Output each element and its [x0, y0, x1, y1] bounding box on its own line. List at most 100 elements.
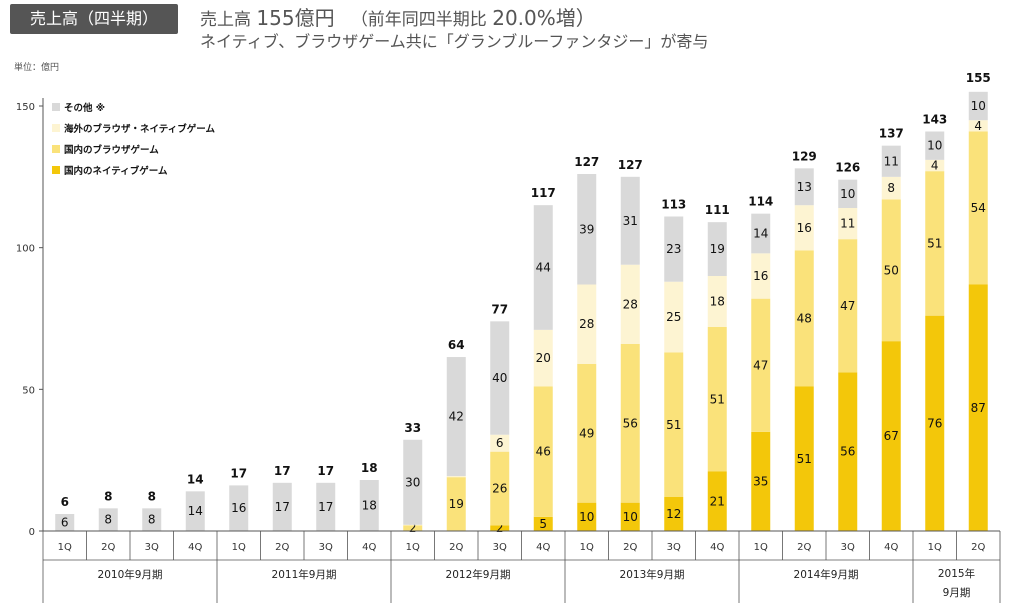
bar-segment: [925, 315, 945, 531]
x-category-label: 3Q: [667, 542, 681, 553]
bar-value-label: 18: [362, 499, 377, 513]
bar-segment: [881, 176, 901, 200]
bar-total-label: 117: [531, 186, 556, 200]
x-category-label: 4Q: [536, 542, 550, 553]
x-category-label: 4Q: [710, 542, 724, 553]
bar-total-label: 8: [148, 489, 156, 503]
bar-segment: [925, 171, 945, 316]
bar-segment: [707, 471, 727, 531]
bar-value-label: 28: [579, 317, 594, 331]
bar-value-label: 10: [579, 510, 594, 524]
bar-total-label: 18: [361, 461, 378, 475]
bar-value-label: 87: [971, 401, 986, 415]
bar-segment: [664, 281, 684, 353]
bar-value-label: 8: [104, 513, 112, 527]
bar-segment: [794, 168, 814, 206]
bar-value-label: 10: [971, 99, 986, 113]
bar-segment: [533, 329, 553, 387]
x-category-label: 4Q: [188, 542, 202, 553]
x-category-label: 3Q: [493, 542, 507, 553]
bar-value-label: 14: [753, 227, 768, 241]
bar-value-label: 11: [884, 154, 899, 168]
bar-total-label: 111: [705, 203, 730, 217]
x-category-label: 1Q: [928, 542, 942, 553]
bar-total-label: 17: [230, 466, 247, 480]
bar-total-label: 8: [104, 489, 112, 503]
bar-segment: [98, 508, 118, 531]
year-group-label: 2012年9月期: [446, 568, 511, 581]
x-category-label: 2Q: [101, 542, 115, 553]
bar-value-label: 12: [666, 507, 681, 521]
bar-segment: [577, 284, 597, 364]
bar-value-label: 4: [931, 159, 939, 173]
bar-total-label: 127: [574, 155, 599, 169]
bar-segment: [490, 525, 510, 531]
bar-total-label: 33: [404, 421, 421, 435]
bar-value-label: 49: [579, 426, 594, 440]
bar-segment: [707, 222, 727, 276]
bar-segment: [664, 352, 684, 497]
bar-value-label: 14: [188, 504, 203, 518]
bar-segment: [968, 91, 988, 121]
section-badge: 売上高（四半期）: [10, 4, 178, 34]
headline-subtitle: ネイティブ、ブラウザゲーム共に「グランブルーファンタジー」が寄与: [200, 32, 709, 51]
bar-value-label: 2: [409, 521, 417, 535]
bar-value-label: 28: [623, 297, 638, 311]
unit-label: 単位：億円: [14, 63, 60, 73]
x-category-label: 1Q: [58, 542, 72, 553]
bar-segment: [968, 120, 988, 132]
x-category-label: 3Q: [145, 542, 159, 553]
bar-total-label: 14: [187, 472, 204, 486]
bar-segment: [403, 525, 423, 531]
bar-segment: [707, 276, 727, 327]
bar-segment: [925, 159, 945, 172]
bar-value-label: 47: [753, 358, 768, 372]
bar-value-label: 40: [492, 371, 507, 385]
bar-segment: [403, 439, 423, 525]
bar-value-label: 44: [536, 261, 551, 275]
bar-segment: [490, 451, 510, 526]
x-category-label: 2Q: [449, 542, 463, 553]
legend-swatch: [52, 103, 60, 111]
bar-segment: [533, 386, 553, 517]
bar-value-label: 76: [927, 416, 942, 430]
bar-total-label: 127: [618, 158, 643, 172]
bar-value-label: 10: [840, 187, 855, 201]
bar-segment: [838, 208, 858, 240]
year-group-label: 2014年9月期: [794, 568, 859, 581]
x-category-label: 2Q: [275, 542, 289, 553]
x-category-label: 2Q: [971, 542, 985, 553]
legend-label: 国内のブラウザゲーム: [64, 144, 159, 156]
bar-segment: [751, 213, 771, 254]
legend-label: 国内のネイティブゲーム: [64, 165, 168, 177]
bar-value-label: 67: [884, 429, 899, 443]
bar-total-label: 77: [491, 302, 508, 316]
bar-segment: [968, 284, 988, 531]
x-category-label: 1Q: [580, 542, 594, 553]
bar-value-label: 42: [449, 410, 464, 424]
bar-segment: [446, 477, 466, 531]
bar-total-label: 143: [922, 113, 947, 127]
bar-segment: [881, 145, 901, 177]
x-category-label: 4Q: [362, 542, 376, 553]
year-group-label: 2015年 9月期: [938, 567, 975, 599]
bar-value-label: 18: [710, 295, 725, 309]
bar-segment: [838, 239, 858, 373]
bar-value-label: 8: [148, 513, 156, 527]
bar-segment: [272, 482, 292, 531]
bar-total-label: 17: [317, 464, 334, 478]
bar-value-label: 19: [710, 242, 725, 256]
bar-segment: [751, 298, 771, 432]
bar-value-label: 4: [974, 119, 982, 133]
bar-value-label: 10: [927, 139, 942, 153]
bar-segment: [446, 357, 466, 477]
bar-segment: [446, 476, 466, 478]
legend-swatch: [52, 166, 60, 174]
bar-value-label: 56: [623, 416, 638, 430]
x-category-label: 4Q: [884, 542, 898, 553]
bar-segment: [838, 179, 858, 208]
bar-value-label: 5: [539, 517, 547, 531]
bar-value-label: 6: [496, 436, 504, 450]
bar-segment: [316, 482, 336, 531]
